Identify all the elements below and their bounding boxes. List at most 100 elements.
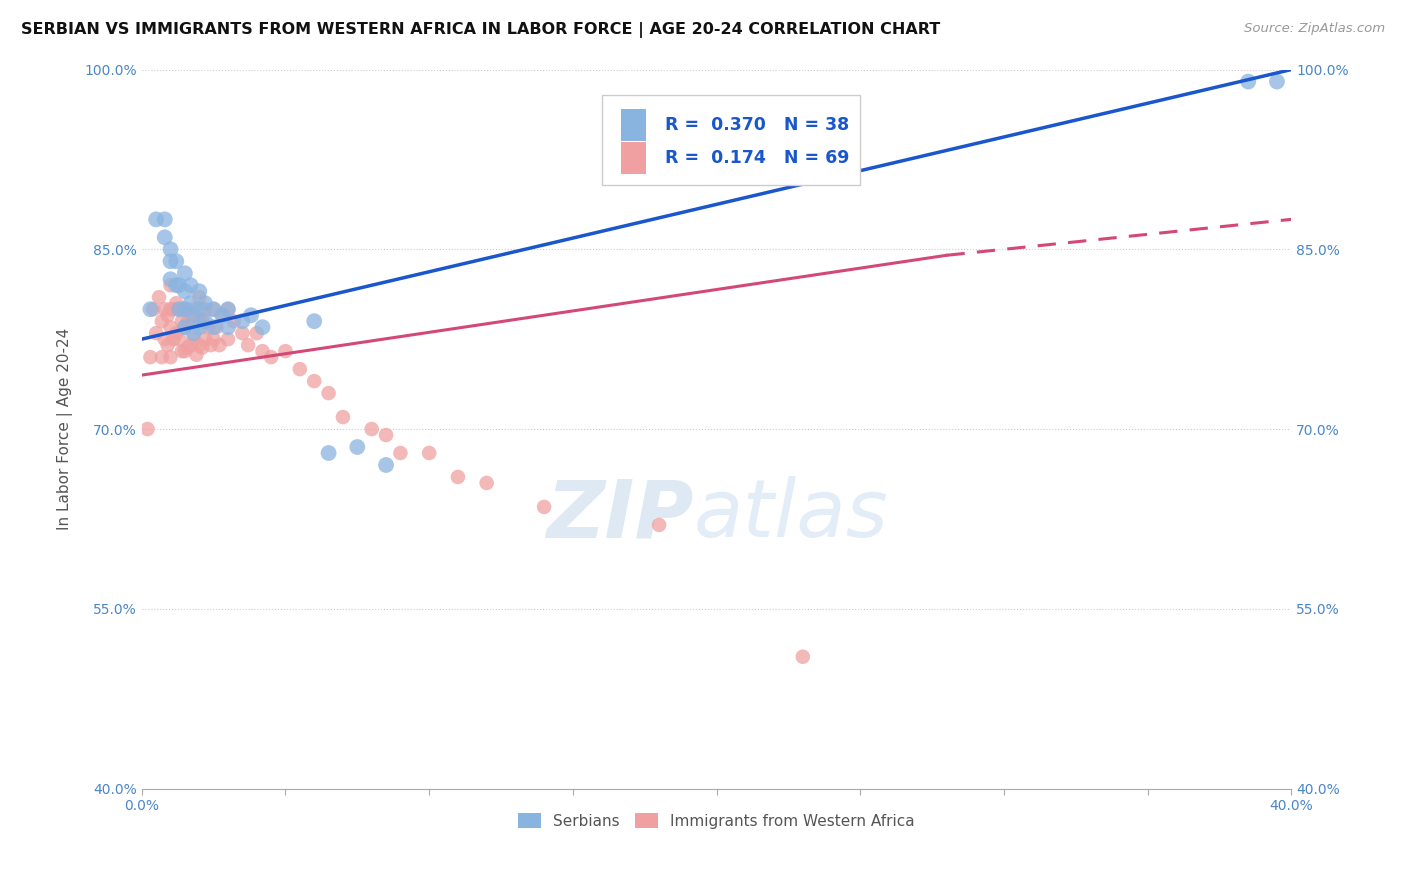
Point bbox=[173, 266, 195, 280]
Point bbox=[222, 314, 245, 328]
Text: R =  0.174   N = 69: R = 0.174 N = 69 bbox=[665, 149, 849, 167]
Point bbox=[170, 314, 193, 328]
Point bbox=[211, 308, 233, 322]
Point bbox=[173, 302, 195, 317]
Point bbox=[346, 440, 368, 454]
Point bbox=[156, 338, 179, 352]
Point bbox=[159, 278, 181, 293]
Point bbox=[191, 341, 214, 355]
Point bbox=[173, 320, 195, 334]
Point bbox=[202, 320, 225, 334]
Point bbox=[302, 314, 325, 328]
Point bbox=[533, 500, 555, 514]
Point bbox=[167, 278, 190, 293]
Point bbox=[162, 332, 184, 346]
Point bbox=[194, 296, 217, 310]
Point bbox=[475, 475, 498, 490]
Point bbox=[208, 338, 231, 352]
Point bbox=[194, 332, 217, 346]
Point bbox=[159, 272, 181, 286]
Point bbox=[142, 302, 165, 317]
Bar bbox=[621, 109, 647, 141]
Point bbox=[302, 374, 325, 388]
Point bbox=[167, 302, 190, 317]
Point bbox=[173, 302, 195, 317]
Point bbox=[231, 314, 253, 328]
Point bbox=[167, 302, 190, 317]
Point bbox=[183, 308, 205, 322]
Point bbox=[145, 326, 167, 341]
Point bbox=[177, 314, 200, 328]
Point bbox=[205, 320, 228, 334]
Point bbox=[150, 314, 173, 328]
Point bbox=[162, 302, 184, 317]
Point bbox=[159, 254, 181, 268]
Point bbox=[318, 386, 340, 401]
Point bbox=[188, 290, 211, 304]
Point bbox=[197, 320, 219, 334]
Text: ZIP: ZIP bbox=[546, 476, 693, 554]
Point bbox=[360, 422, 382, 436]
Point bbox=[165, 296, 187, 310]
Point bbox=[136, 422, 159, 436]
Point bbox=[202, 302, 225, 317]
Point bbox=[447, 470, 470, 484]
Point bbox=[165, 254, 187, 268]
Point bbox=[153, 212, 176, 227]
Point bbox=[180, 296, 202, 310]
Legend: Serbians, Immigrants from Western Africa: Serbians, Immigrants from Western Africa bbox=[512, 806, 921, 835]
Point bbox=[170, 344, 193, 359]
Point bbox=[139, 302, 162, 317]
Point bbox=[167, 332, 190, 346]
Point bbox=[150, 350, 173, 364]
Point bbox=[177, 341, 200, 355]
Point bbox=[165, 278, 187, 293]
Bar bbox=[621, 142, 647, 174]
Point bbox=[188, 314, 211, 328]
Point bbox=[217, 332, 239, 346]
Point bbox=[159, 242, 181, 256]
Point bbox=[375, 458, 398, 472]
Point bbox=[153, 332, 176, 346]
Point bbox=[159, 320, 181, 334]
Point bbox=[252, 320, 274, 334]
Point bbox=[148, 290, 170, 304]
Point bbox=[145, 212, 167, 227]
Point bbox=[180, 278, 202, 293]
Point bbox=[1265, 74, 1288, 88]
Point bbox=[375, 428, 398, 442]
Point bbox=[1237, 74, 1260, 88]
Point bbox=[200, 338, 222, 352]
Point bbox=[231, 326, 253, 341]
Point bbox=[274, 344, 297, 359]
Point bbox=[173, 344, 195, 359]
Point bbox=[202, 302, 225, 317]
Point bbox=[173, 320, 195, 334]
Point bbox=[389, 446, 412, 460]
Point bbox=[288, 362, 311, 376]
Point bbox=[188, 285, 211, 299]
Point bbox=[194, 302, 217, 317]
Point bbox=[183, 326, 205, 341]
Point bbox=[180, 308, 202, 322]
FancyBboxPatch shape bbox=[602, 95, 860, 185]
Point bbox=[260, 350, 283, 364]
Point bbox=[217, 302, 239, 317]
Point bbox=[153, 302, 176, 317]
Point bbox=[194, 314, 217, 328]
Point bbox=[252, 344, 274, 359]
Point bbox=[188, 320, 211, 334]
Point bbox=[240, 308, 263, 322]
Point bbox=[648, 517, 671, 532]
Point bbox=[159, 350, 181, 364]
Point bbox=[202, 332, 225, 346]
Point bbox=[153, 230, 176, 244]
Point bbox=[188, 338, 211, 352]
Point bbox=[217, 302, 239, 317]
Text: SERBIAN VS IMMIGRANTS FROM WESTERN AFRICA IN LABOR FORCE | AGE 20-24 CORRELATION: SERBIAN VS IMMIGRANTS FROM WESTERN AFRIC… bbox=[21, 22, 941, 38]
Point bbox=[318, 446, 340, 460]
Point bbox=[246, 326, 269, 341]
Point bbox=[139, 350, 162, 364]
Text: R =  0.370   N = 38: R = 0.370 N = 38 bbox=[665, 116, 849, 134]
Point bbox=[186, 348, 208, 362]
